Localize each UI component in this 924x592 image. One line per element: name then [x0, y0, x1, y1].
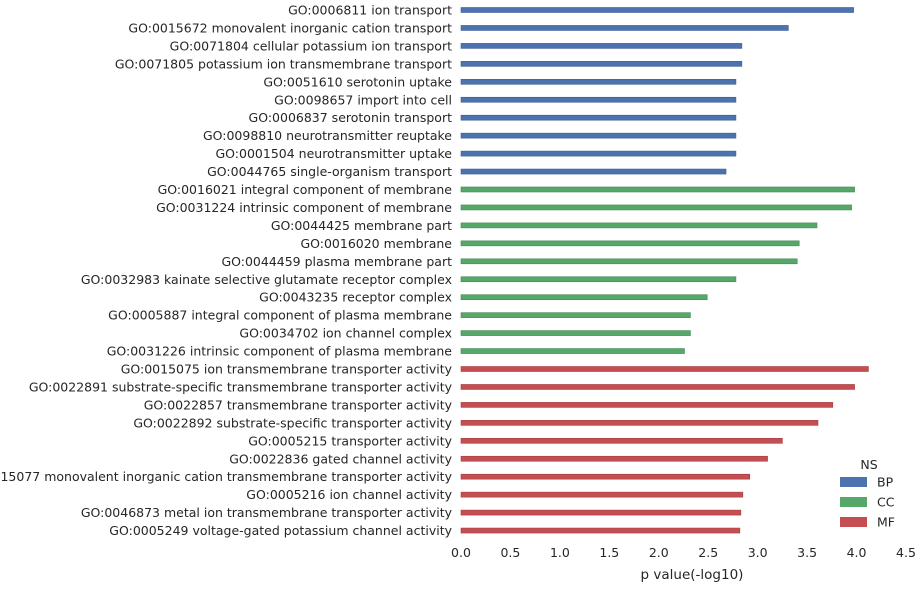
category-label-17: GO:0005887 integral component of plasma …	[108, 308, 452, 323]
bar-cc-17	[460, 312, 691, 318]
category-label-20: GO:0015075 ion transmembrane transporter…	[121, 362, 453, 377]
legend-swatch-mf	[840, 517, 867, 527]
category-label-25: GO:0022836 gated channel activity	[229, 451, 452, 466]
legend-swatch-cc	[840, 497, 867, 507]
bar-bp-5	[460, 96, 737, 103]
x-tick-label-5: 2.5	[698, 545, 718, 560]
bar-bp-9	[460, 168, 727, 175]
bar-bp-4	[460, 79, 737, 85]
bar-cc-10	[460, 186, 855, 193]
x-tick-label-0: 0.0	[451, 545, 471, 560]
category-label-8: GO:0001504 neurotransmitter uptake	[216, 146, 453, 161]
category-label-4: GO:0051610 serotonin uptake	[263, 74, 452, 89]
bar-bp-1	[460, 25, 789, 31]
x-tick-label-2: 1.0	[550, 545, 570, 560]
category-label-5: GO:0098657 import into cell	[274, 92, 452, 107]
x-axis-title: p value(-log10)	[641, 567, 744, 583]
category-label-28: GO:0046873 metal ion transmembrane trans…	[81, 505, 453, 520]
category-label-21: GO:0022891 substrate-specific transmembr…	[29, 379, 453, 394]
category-label-6: GO:0006837 serotonin transport	[249, 110, 453, 125]
category-labels-layer: GO:0006811 ion transport GO:0015672 monov…	[0, 3, 453, 539]
legend-label-cc: CC	[877, 495, 895, 510]
legend-label-mf: MF	[877, 515, 895, 530]
category-label-3: GO:0071805 potassium ion transmembrane t…	[115, 56, 452, 71]
bar-cc-14	[460, 258, 798, 265]
category-label-2: GO:0071804 cellular potassium ion transp…	[170, 38, 452, 53]
category-label-1: GO:0015672 monovalent inorganic cation t…	[128, 20, 452, 35]
x-tick-label-1: 0.5	[500, 545, 520, 560]
category-label-16: GO:0043235 receptor complex	[259, 290, 452, 305]
bar-mf-22	[460, 402, 834, 408]
category-label-22: GO:0022857 transmembrane transporter act…	[144, 397, 453, 412]
bar-cc-11	[460, 204, 852, 211]
category-label-24: GO:0005215 transporter activity	[248, 433, 452, 448]
legend-label-bp: BP	[877, 475, 894, 490]
category-label-23: GO:0022892 substrate-specific transporte…	[133, 415, 452, 430]
bar-cc-12	[460, 222, 818, 229]
x-tick-label-3: 1.5	[599, 545, 619, 560]
bar-mf-29	[460, 527, 741, 534]
bar-bp-8	[460, 150, 737, 157]
category-label-0: GO:0006811 ion transport	[288, 3, 452, 18]
category-label-29: GO:0005249 voltage-gated potassium chann…	[109, 523, 452, 538]
bar-mf-28	[460, 509, 742, 516]
category-label-12: GO:0044425 membrane part	[271, 218, 452, 233]
bar-cc-16	[460, 294, 708, 301]
category-label-11: GO:0031224 intrinsic component of membra…	[156, 200, 452, 215]
legend: NS BP CC MF	[840, 457, 895, 530]
bar-cc-19	[460, 348, 685, 354]
bar-mf-27	[460, 491, 744, 498]
bar-bp-0	[460, 7, 854, 13]
category-label-18: GO:0034702 ion channel complex	[239, 326, 452, 341]
x-tick-label-4: 2.0	[649, 545, 669, 560]
bar-mf-23	[460, 420, 819, 426]
bar-mf-25	[460, 455, 768, 462]
x-tick-label-7: 3.5	[797, 545, 817, 560]
bars-layer	[460, 7, 869, 534]
bar-bp-2	[460, 43, 743, 49]
category-label-15: GO:0032983 kainate selective glutamate r…	[81, 272, 452, 287]
category-label-13: GO:0016020 membrane	[300, 236, 452, 251]
bar-bp-3	[460, 61, 743, 67]
x-tick-label-9: 4.5	[896, 545, 916, 560]
bar-cc-13	[460, 240, 800, 247]
bar-mf-24	[460, 437, 783, 444]
category-label-14: GO:0044459 plasma membrane part	[221, 254, 452, 269]
bar-mf-26	[460, 473, 751, 480]
bar-cc-18	[460, 330, 691, 336]
category-label-9: GO:0044765 single-organism transport	[207, 164, 452, 179]
bar-bp-6	[460, 114, 737, 121]
x-tick-labels-layer: 0.0 0.5 1.0 1.5 2.0 2.5 3.0 3.5 4.0 4.5	[451, 545, 916, 560]
x-tick-label-8: 4.0	[847, 545, 867, 560]
legend-swatch-bp	[840, 477, 867, 487]
category-label-10: GO:0016021 integral component of membran…	[158, 182, 453, 197]
category-label-27: GO:0005216 ion channel activity	[246, 487, 452, 502]
x-tick-label-6: 3.0	[748, 545, 768, 560]
bar-mf-20	[460, 366, 869, 372]
category-label-7: GO:0098810 neurotransmitter reuptake	[203, 128, 452, 143]
bar-cc-15	[460, 276, 737, 283]
legend-items: BP CC MF	[840, 475, 895, 530]
legend-title: NS	[860, 457, 877, 472]
category-label-26: GO:0015077 monovalent inorganic cation t…	[0, 469, 453, 484]
bar-mf-21	[460, 384, 855, 390]
category-label-19: GO:0031226 intrinsic component of plasma…	[107, 344, 453, 359]
bar-bp-7	[460, 132, 737, 139]
